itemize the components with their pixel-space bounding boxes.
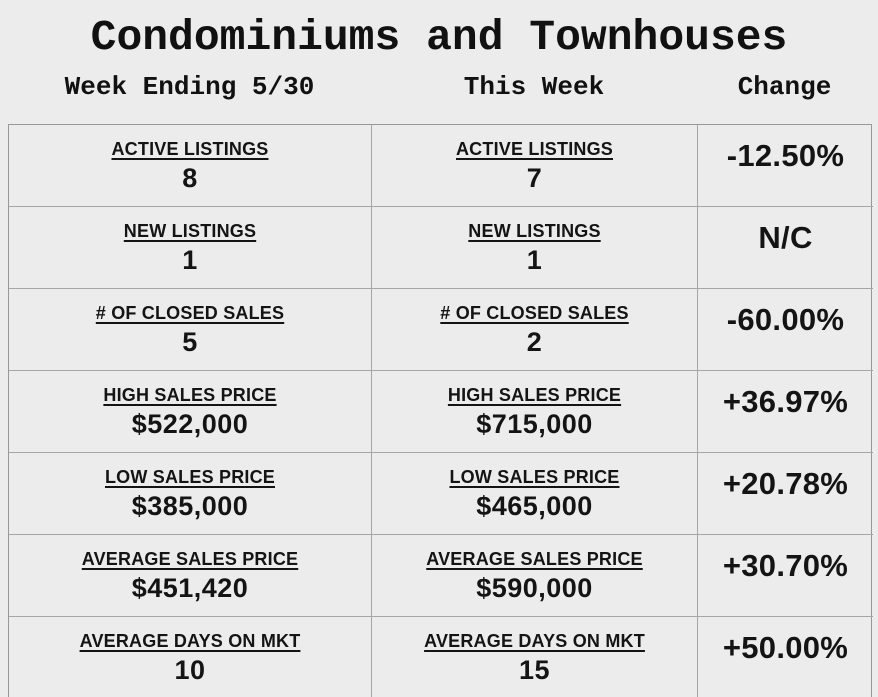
- cell-curr-new-listings: NEW LISTINGS 1: [372, 207, 698, 289]
- cell-change-new-listings: N/C: [698, 207, 873, 289]
- metric-value: $465,000: [476, 490, 593, 521]
- metric-value: $385,000: [131, 490, 249, 521]
- metric-value: 15: [518, 654, 551, 685]
- metric-label: NEW LISTINGS: [123, 221, 257, 241]
- change-value: -12.50%: [726, 138, 845, 173]
- metric-label: LOW SALES PRICE: [449, 467, 620, 487]
- cell-prev-average-days-on-mkt: AVERAGE DAYS ON MKT 10: [9, 617, 372, 697]
- metric-label: HIGH SALES PRICE: [103, 385, 277, 405]
- cell-prev-active-listings: ACTIVE LISTINGS 8: [9, 125, 372, 207]
- metric-value: 2: [526, 326, 543, 357]
- metric-label: AVERAGE DAYS ON MKT: [424, 631, 645, 651]
- cell-change-low-sales-price: +20.78%: [698, 453, 873, 535]
- cell-curr-average-sales-price: AVERAGE SALES PRICE $590,000: [372, 535, 698, 617]
- metric-value: 1: [182, 244, 198, 275]
- change-value: +50.00%: [722, 630, 849, 665]
- cell-change-average-days-on-mkt: +50.00%: [698, 617, 873, 697]
- metric-label: # OF CLOSED SALES: [95, 303, 285, 323]
- metric-label: ACTIVE LISTINGS: [455, 139, 613, 159]
- change-value: +20.78%: [722, 466, 849, 501]
- metric-value: $522,000: [131, 408, 249, 439]
- cell-change-high-sales-price: +36.97%: [698, 371, 873, 453]
- cell-prev-new-listings: NEW LISTINGS 1: [9, 207, 372, 289]
- change-value: +36.97%: [722, 384, 849, 419]
- cell-prev-high-sales-price: HIGH SALES PRICE $522,000: [9, 371, 372, 453]
- cell-curr-closed-sales: # OF CLOSED SALES 2: [372, 289, 698, 371]
- metric-value: 8: [182, 162, 198, 193]
- cell-curr-average-days-on-mkt: AVERAGE DAYS ON MKT 15: [372, 617, 698, 697]
- metric-value: 1: [526, 244, 543, 275]
- metric-value: $451,420: [131, 572, 249, 603]
- cell-curr-low-sales-price: LOW SALES PRICE $465,000: [372, 453, 698, 535]
- metric-label: NEW LISTINGS: [468, 221, 601, 241]
- metric-label: HIGH SALES PRICE: [447, 385, 622, 405]
- column-headers: Week Ending 5/30 This Week Change: [8, 74, 872, 100]
- metric-value: 5: [182, 326, 198, 357]
- cell-prev-low-sales-price: LOW SALES PRICE $385,000: [9, 453, 372, 535]
- change-value: N/C: [758, 220, 813, 255]
- metric-value: 10: [174, 654, 206, 685]
- metric-label: LOW SALES PRICE: [104, 467, 275, 487]
- cell-change-active-listings: -12.50%: [698, 125, 873, 207]
- stats-table: ACTIVE LISTINGS 8 ACTIVE LISTINGS 7 -12.…: [8, 124, 873, 697]
- metric-label: # OF CLOSED SALES: [440, 303, 629, 323]
- column-header-this-week: This Week: [463, 72, 605, 102]
- column-header-change: Change: [737, 72, 832, 102]
- cell-curr-high-sales-price: HIGH SALES PRICE $715,000: [372, 371, 698, 453]
- cell-curr-active-listings: ACTIVE LISTINGS 7: [372, 125, 698, 207]
- column-header-prev-week: Week Ending 5/30: [64, 72, 315, 102]
- metric-label: ACTIVE LISTINGS: [111, 139, 269, 159]
- metric-label: AVERAGE SALES PRICE: [426, 549, 643, 569]
- cell-change-average-sales-price: +30.70%: [698, 535, 873, 617]
- cell-prev-average-sales-price: AVERAGE SALES PRICE $451,420: [9, 535, 372, 617]
- cell-change-closed-sales: -60.00%: [698, 289, 873, 371]
- change-value: -60.00%: [726, 302, 845, 337]
- metric-value: $715,000: [476, 408, 593, 439]
- change-value: +30.70%: [722, 548, 849, 583]
- cell-prev-closed-sales: # OF CLOSED SALES 5: [9, 289, 372, 371]
- metric-label: AVERAGE SALES PRICE: [81, 549, 299, 569]
- metric-value: 7: [526, 162, 543, 193]
- metric-value: $590,000: [476, 572, 593, 603]
- metric-label: AVERAGE DAYS ON MKT: [79, 631, 301, 651]
- page-title: Condominiums and Townhouses: [90, 13, 788, 62]
